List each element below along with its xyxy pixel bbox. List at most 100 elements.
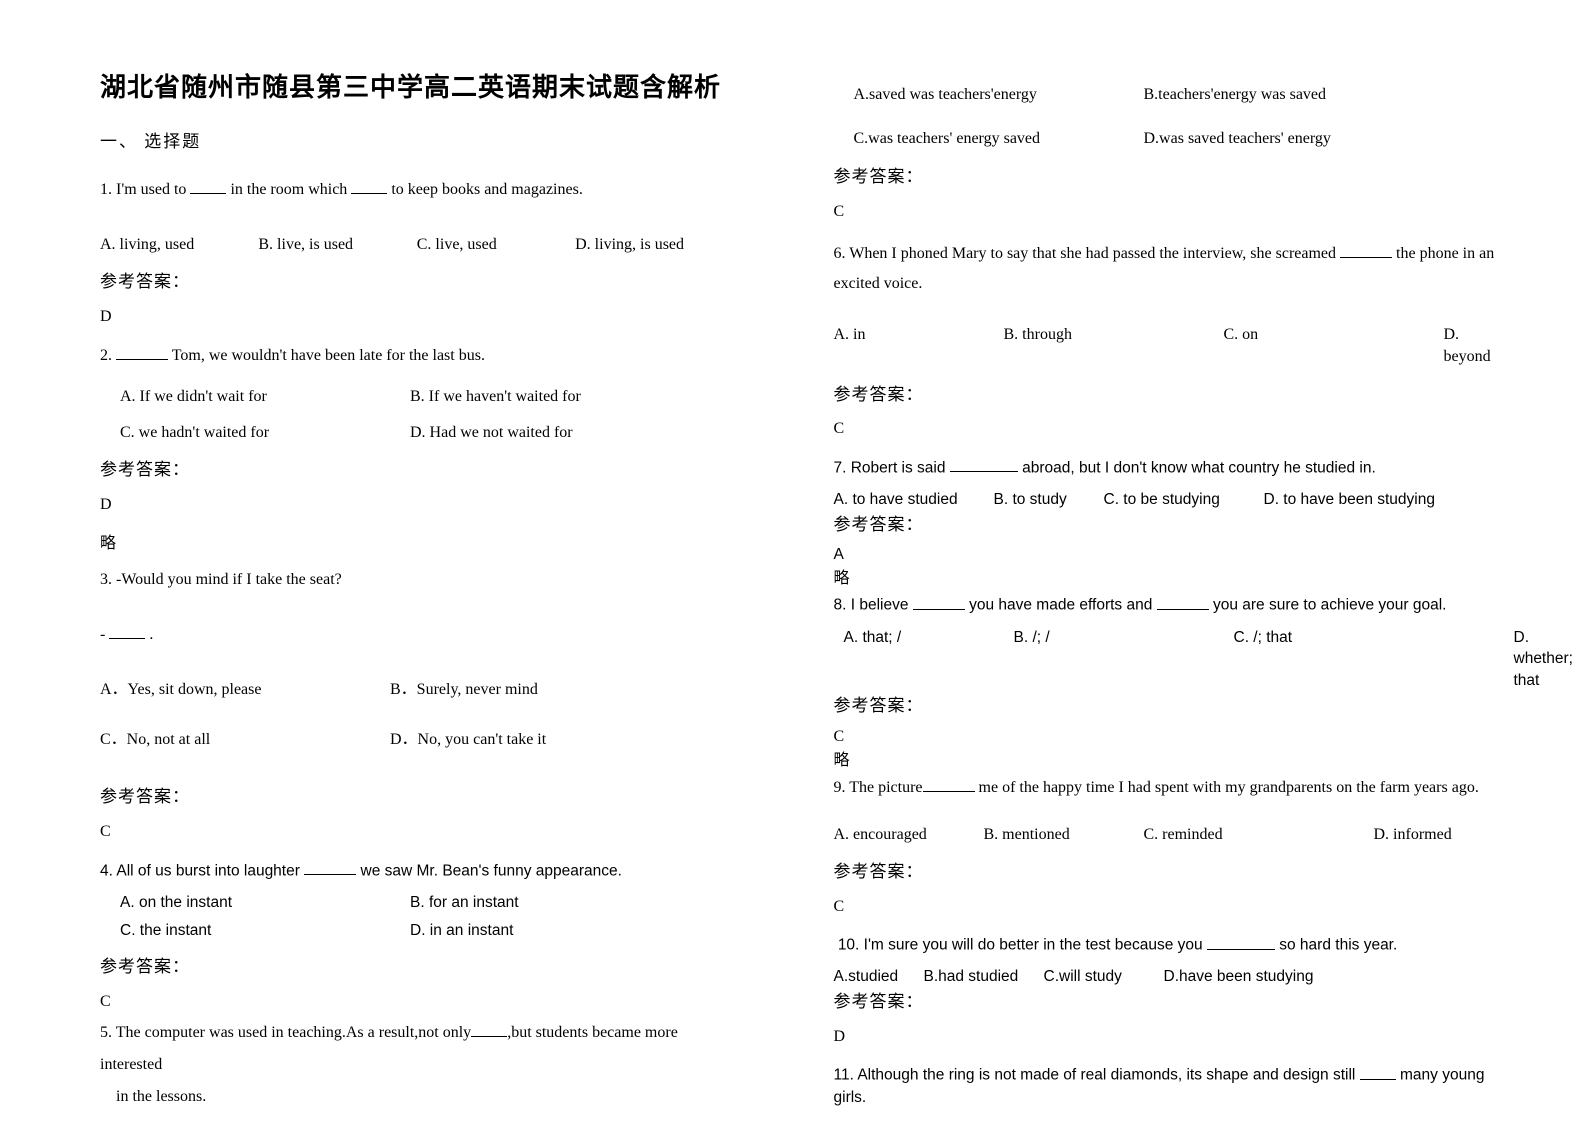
- q8-options: A. that; / B. /; / C. /; that D. whether…: [834, 627, 1508, 692]
- q1-options: A. living, used B. live, is used C. live…: [100, 234, 734, 256]
- q3-optD: D．No, you can't take it: [390, 729, 707, 751]
- q1-optA: A. living, used: [100, 234, 258, 256]
- q7-text-b: abroad, but I don't know what country he…: [1018, 459, 1376, 476]
- q4-optA: A. on the instant: [120, 892, 410, 914]
- column-left: 湖北省随州市随县第三中学高二英语期末试题含解析 一、 选择题 1. I'm us…: [0, 70, 794, 1122]
- q2-optD: D. Had we not waited for: [410, 422, 717, 444]
- q10-optB: B.had studied: [924, 966, 1044, 988]
- q10-text-a: 10. I'm sure you will do better in the t…: [838, 937, 1207, 954]
- q10-stem: 10. I'm sure you will do better in the t…: [834, 934, 1508, 956]
- answer-label: 参考答案：: [834, 513, 1508, 537]
- q2-text-a: 2.: [100, 347, 116, 364]
- answer-label: 参考答案：: [100, 955, 734, 979]
- q8-optC: C. /; that: [1234, 627, 1514, 692]
- answer-label: 参考答案：: [834, 990, 1508, 1014]
- q5-optD: D.was saved teachers' energy: [1144, 128, 1471, 150]
- answer-label: 参考答案：: [100, 270, 734, 294]
- q5-stem: 5. The computer was used in teaching.As …: [100, 1017, 734, 1113]
- q2-stem: 2. Tom, we wouldn't have been late for t…: [100, 344, 734, 367]
- blank: [116, 344, 168, 360]
- q7-note: 略: [834, 568, 1508, 590]
- blank: [471, 1021, 507, 1037]
- q8-answer: C: [834, 726, 1508, 748]
- q9-options: A. encouraged B. mentioned C. reminded D…: [834, 824, 1508, 846]
- q2-optB: B. If we haven't waited for: [410, 386, 717, 408]
- q4-optD: D. in an instant: [410, 920, 717, 942]
- q9-stem: 9. The picture me of the happy time I ha…: [834, 776, 1508, 799]
- q8-text-b: you have made efforts and: [965, 597, 1157, 614]
- answer-label: 参考答案：: [100, 785, 734, 809]
- q6-optA: A. in: [834, 324, 1004, 369]
- q5-text-c: in the lessons.: [116, 1088, 206, 1105]
- blank: [1360, 1064, 1396, 1080]
- q5-optC: C.was teachers' energy saved: [854, 128, 1144, 150]
- q7-optB: B. to study: [994, 489, 1104, 511]
- q2-options-row2: C. we hadn't waited for D. Had we not wa…: [100, 422, 734, 444]
- q2-optC: C. we hadn't waited for: [120, 422, 410, 444]
- q3-text-2b: .: [145, 626, 153, 643]
- q5-options-row2: C.was teachers' energy saved D.was saved…: [834, 128, 1508, 150]
- q3-options-row1: A．Yes, sit down, please B．Surely, never …: [100, 679, 734, 701]
- q5-answer: C: [834, 201, 1508, 223]
- q6-options: A. in B. through C. on D. beyond: [834, 324, 1508, 369]
- blank: [950, 457, 1018, 473]
- q6-optD: D. beyond: [1444, 324, 1508, 369]
- q2-optA: A. If we didn't wait for: [120, 386, 410, 408]
- q10-answer: D: [834, 1026, 1508, 1048]
- q2-options-row1: A. If we didn't wait for B. If we haven'…: [100, 386, 734, 408]
- q8-text-c: you are sure to achieve your goal.: [1209, 597, 1447, 614]
- answer-label: 参考答案：: [100, 458, 734, 482]
- blank: [1340, 242, 1392, 258]
- q1-optC: C. live, used: [417, 234, 575, 256]
- q9-answer: C: [834, 896, 1508, 918]
- q2-text-b: Tom, we wouldn't have been late for the …: [168, 347, 485, 364]
- page: 湖北省随州市随县第三中学高二英语期末试题含解析 一、 选择题 1. I'm us…: [0, 0, 1587, 1122]
- q4-options-row1: A. on the instant B. for an instant: [100, 892, 734, 914]
- q4-text-a: 4. All of us burst into laughter: [100, 862, 304, 879]
- blank: [190, 178, 226, 194]
- q10-optD: D.have been studying: [1164, 966, 1508, 988]
- answer-label: 参考答案：: [834, 860, 1508, 884]
- q5-optB: B.teachers'energy was saved: [1144, 84, 1471, 106]
- answer-label: 参考答案：: [834, 165, 1508, 189]
- column-right: A.saved was teachers'energy B.teachers'e…: [794, 70, 1587, 1122]
- blank: [351, 178, 387, 194]
- q2-answer: D: [100, 494, 734, 516]
- q8-optA: A. that; /: [834, 627, 1014, 692]
- q9-optD: D. informed: [1374, 824, 1508, 846]
- q7-optA: A. to have studied: [834, 489, 994, 511]
- q5-options-row1: A.saved was teachers'energy B.teachers'e…: [834, 84, 1508, 106]
- q8-note: 略: [834, 750, 1508, 772]
- q10-text-b: so hard this year.: [1275, 937, 1397, 954]
- q1-answer: D: [100, 306, 734, 328]
- q7-stem: 7. Robert is said abroad, but I don't kn…: [834, 457, 1508, 479]
- q6-stem: 6. When I phoned Mary to say that she ha…: [834, 239, 1508, 300]
- blank: [923, 776, 975, 792]
- q11-text-a: 11. Although the ring is not made of rea…: [834, 1067, 1360, 1084]
- q9-optC: C. reminded: [1144, 824, 1374, 846]
- q10-options: A.studied B.had studied C.will study D.h…: [834, 966, 1508, 988]
- q3-text-2a: -: [100, 626, 109, 643]
- q6-optB: B. through: [1004, 324, 1224, 369]
- section-heading: 一、 选择题: [100, 130, 734, 154]
- q4-text-b: we saw Mr. Bean's funny appearance.: [356, 862, 622, 879]
- q6-text-a: 6. When I phoned Mary to say that she ha…: [834, 245, 1341, 262]
- q4-optC: C. the instant: [120, 920, 410, 942]
- q3-optC: C．No, not at all: [100, 729, 390, 751]
- q8-optB: B. /; /: [1014, 627, 1234, 692]
- q1-text-c: to keep books and magazines.: [387, 181, 583, 198]
- q7-optD: D. to have been studying: [1264, 489, 1508, 511]
- q10-optA: A.studied: [834, 966, 924, 988]
- q10-optC: C.will study: [1044, 966, 1164, 988]
- q3-optB: B．Surely, never mind: [390, 679, 707, 701]
- q4-answer: C: [100, 991, 734, 1013]
- q4-optB: B. for an instant: [410, 892, 717, 914]
- q7-text-a: 7. Robert is said: [834, 459, 950, 476]
- q9-text-b: me of the happy time I had spent with my…: [975, 779, 1479, 796]
- q1-text-b: in the room which: [226, 181, 351, 198]
- q11-stem: 11. Although the ring is not made of rea…: [834, 1064, 1508, 1108]
- q3-stem2: - .: [100, 623, 734, 646]
- q3-stem: 3. -Would you mind if I take the seat?: [100, 569, 734, 591]
- q9-text-a: 9. The picture: [834, 779, 923, 796]
- q7-options: A. to have studied B. to study C. to be …: [834, 489, 1508, 511]
